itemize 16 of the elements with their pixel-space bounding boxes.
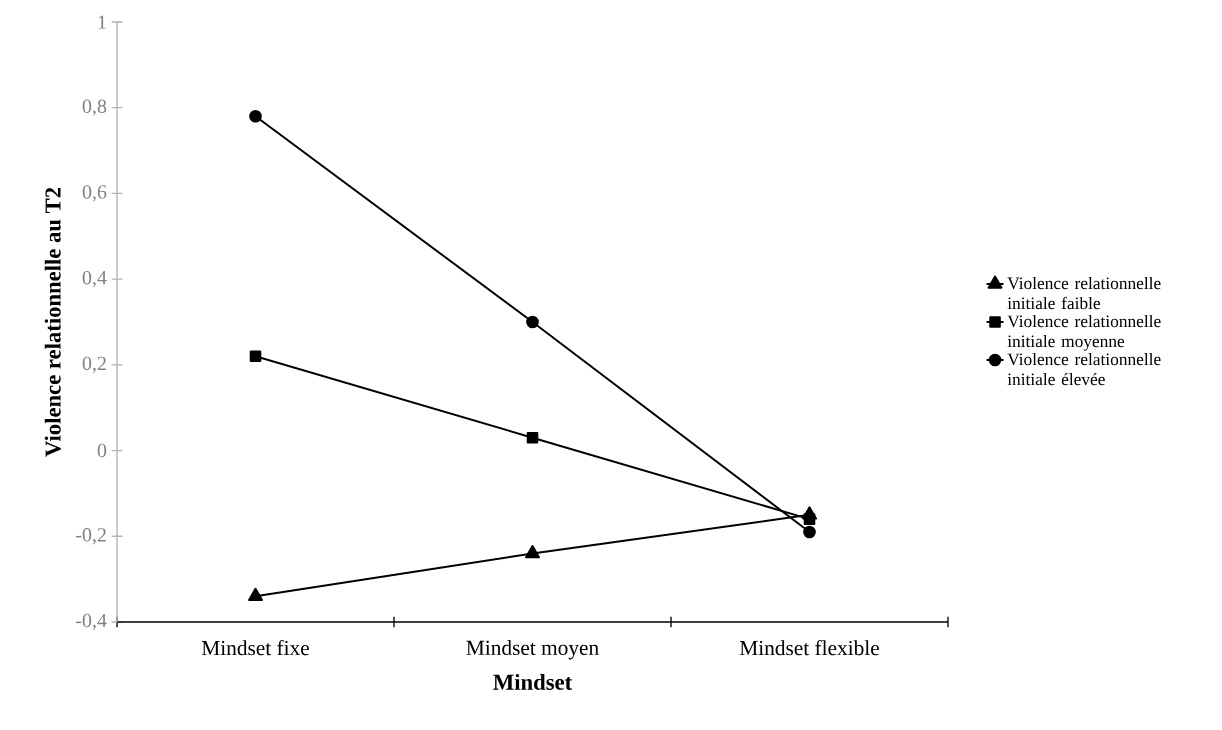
legend-label: Violence relationnelle initiale moyenne [1007,314,1161,351]
legend-label: Violence relationnelle initiale élevée [1007,353,1161,386]
y-tick-label: 0,8 [82,99,107,116]
y-tick-label: 1 [98,15,106,29]
legend-label: Violence relationnelle initiale faible [1007,276,1161,310]
x-axis-title: Mindset [493,673,573,690]
y-tick-label: -0,4 [76,613,107,631]
x-tick-label: Mindset flexible [739,640,879,656]
y-axis-title: Violence relationnelle au T2 [44,187,61,457]
y-tick-label: 0,4 [82,270,107,288]
y-tick-label: 0 [97,443,107,458]
y-tick-label: -0,2 [76,528,106,545]
y-tick-label: 0,2 [82,356,106,374]
y-tick-label: 0,6 [82,185,107,202]
x-tick-label: Mindset moyen [466,640,599,660]
x-tick-label: Mindset fixe [201,640,309,656]
